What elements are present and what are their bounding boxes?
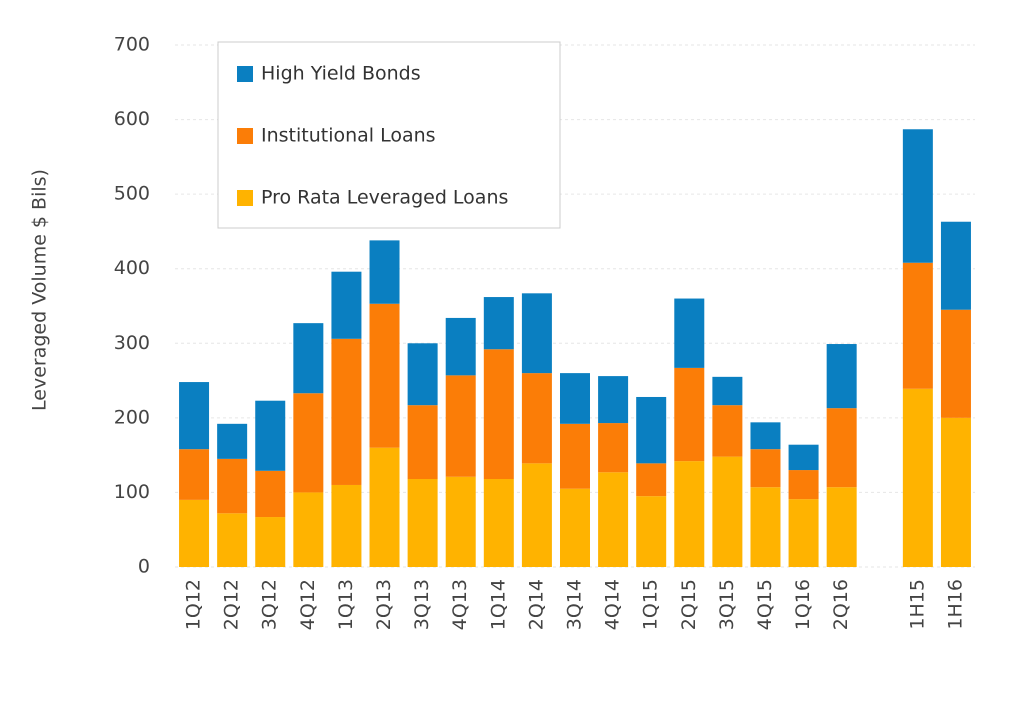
- bar-segment: [902, 262, 933, 389]
- bar-segment: [826, 408, 857, 488]
- x-tick-label: 2Q16: [830, 579, 852, 630]
- bar-segment: [788, 444, 819, 471]
- y-axis-label: Leveraged Volume $ Bils): [29, 169, 51, 411]
- bar-segment: [750, 422, 781, 450]
- y-tick-label: 500: [114, 183, 150, 205]
- bar-segment: [750, 449, 781, 488]
- bar-segment: [255, 400, 286, 471]
- bar-segment: [521, 373, 552, 464]
- bar-segment: [445, 476, 476, 567]
- bar-segment: [407, 343, 438, 406]
- legend-swatch: [237, 128, 253, 144]
- bar-segment: [750, 487, 781, 567]
- x-tick-label: 1Q16: [792, 579, 814, 630]
- y-tick-label: 100: [114, 481, 150, 503]
- bar-segment: [712, 456, 743, 567]
- x-tick-label: 2Q14: [525, 579, 547, 630]
- x-tick-label: 4Q13: [449, 579, 471, 630]
- bar-segment: [598, 472, 629, 567]
- legend-swatch: [237, 190, 253, 206]
- bar-segment: [369, 240, 400, 304]
- bar-segment: [179, 449, 210, 500]
- x-tick-label: 2Q13: [373, 579, 395, 630]
- bar-segment: [369, 303, 400, 448]
- bar-segment: [674, 367, 705, 462]
- bar-segment: [483, 479, 514, 567]
- x-tick-label: 1Q12: [183, 579, 205, 630]
- x-tick-label: 1Q15: [640, 579, 662, 630]
- x-tick-label: 3Q14: [564, 579, 586, 630]
- legend-swatch: [237, 66, 253, 82]
- x-tick-label: 3Q13: [411, 579, 433, 630]
- bar-segment: [712, 376, 743, 406]
- bar-segment: [826, 487, 857, 567]
- bar-segment: [560, 373, 590, 424]
- legend-box: [217, 41, 561, 229]
- bar-segment: [331, 338, 362, 485]
- x-tick-label: 4Q12: [297, 579, 319, 630]
- bar-segment: [331, 271, 362, 339]
- bar-segment: [483, 297, 514, 350]
- bar-segment: [331, 484, 362, 567]
- bar-segment: [940, 221, 971, 310]
- bar-segment: [521, 293, 552, 374]
- x-tick-label: 1H16: [944, 579, 966, 630]
- bar-segment: [407, 405, 438, 480]
- bar-segment: [407, 479, 438, 567]
- x-tick-label: 1Q14: [487, 579, 509, 630]
- y-tick-label: 200: [114, 406, 150, 428]
- x-tick-label: 3Q12: [259, 579, 281, 630]
- legend-label: Pro Rata Leveraged Loans: [261, 187, 508, 209]
- bar-segment: [255, 517, 286, 567]
- bar-segment: [636, 396, 667, 464]
- bar-segment: [598, 376, 629, 424]
- x-tick-label: 2Q12: [221, 579, 243, 630]
- x-tick-label: 4Q15: [754, 579, 776, 630]
- bar-segment: [902, 388, 933, 567]
- bar-segment: [560, 488, 590, 567]
- bar-segment: [293, 492, 324, 567]
- x-tick-label: 3Q15: [716, 579, 738, 630]
- bar-segment: [902, 129, 933, 263]
- bar-segment: [636, 496, 667, 567]
- legend-label: Institutional Loans: [261, 125, 436, 147]
- bar-segment: [598, 423, 629, 473]
- bar-segment: [179, 382, 210, 450]
- x-tick-label: 4Q14: [602, 579, 624, 630]
- bar-segment: [445, 375, 476, 477]
- y-tick-label: 400: [114, 257, 150, 279]
- bar-segment: [217, 423, 248, 459]
- bar-segment: [712, 405, 743, 457]
- bar-segment: [826, 344, 857, 409]
- bar-segment: [636, 463, 667, 497]
- bar-segment: [560, 423, 590, 489]
- x-tick-label: 2Q15: [678, 579, 700, 630]
- bar-segment: [445, 317, 476, 376]
- bar-segment: [293, 393, 324, 493]
- bar-segment: [674, 461, 705, 567]
- bar-segment: [788, 499, 819, 567]
- legend-label: High Yield Bonds: [261, 63, 421, 85]
- y-tick-label: 0: [138, 556, 150, 578]
- bar-segment: [293, 323, 324, 394]
- bar-segment: [674, 298, 705, 368]
- y-tick-label: 600: [114, 108, 150, 130]
- x-tick-label: 1H15: [906, 579, 928, 630]
- bar-segment: [217, 458, 248, 514]
- bar-segment: [521, 463, 552, 567]
- bar-segment: [788, 470, 819, 500]
- bar-segment: [483, 349, 514, 480]
- bar-segment: [255, 470, 286, 518]
- bar-segment: [217, 513, 248, 567]
- bar-segment: [940, 417, 971, 567]
- y-tick-label: 700: [114, 34, 150, 56]
- bar-segment: [940, 309, 971, 418]
- x-tick-label: 1Q13: [335, 579, 357, 630]
- bar-segment: [369, 447, 400, 567]
- y-tick-label: 300: [114, 332, 150, 354]
- bar-segment: [179, 499, 210, 567]
